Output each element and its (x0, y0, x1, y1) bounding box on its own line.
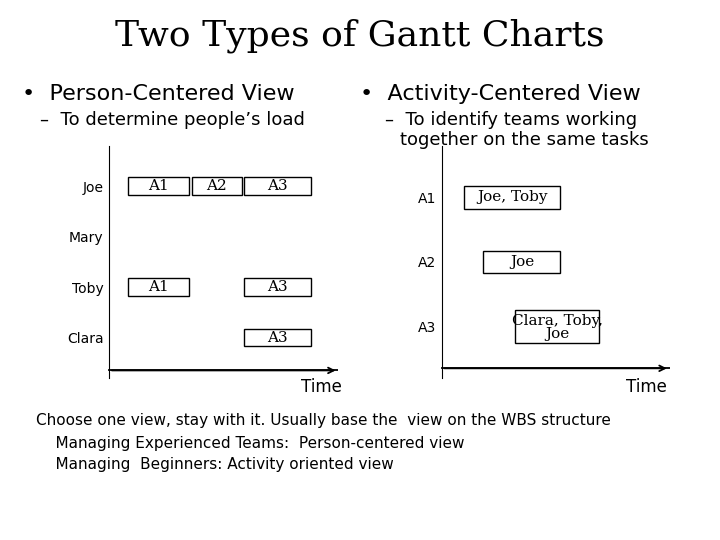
Text: together on the same tasks: together on the same tasks (400, 131, 648, 149)
Text: Managing Experienced Teams:  Person-centered view: Managing Experienced Teams: Person-cente… (36, 436, 464, 451)
FancyBboxPatch shape (245, 329, 311, 347)
Text: Two Types of Gantt Charts: Two Types of Gantt Charts (115, 19, 605, 53)
Text: Choose one view, stay with it. Usually base the  view on the WBS structure: Choose one view, stay with it. Usually b… (36, 413, 611, 428)
Text: Time: Time (626, 378, 667, 396)
FancyBboxPatch shape (245, 177, 311, 195)
Text: Time: Time (302, 378, 342, 396)
Text: Clara, Toby,: Clara, Toby, (512, 314, 603, 328)
Text: •  Activity-Centered View: • Activity-Centered View (360, 84, 641, 104)
Text: •  Person-Centered View: • Person-Centered View (22, 84, 294, 104)
Text: A3: A3 (267, 280, 288, 294)
Text: –  To identify teams working: – To identify teams working (385, 111, 637, 129)
Text: A1: A1 (148, 179, 169, 193)
Text: A3: A3 (267, 179, 288, 193)
Text: A3: A3 (267, 330, 288, 345)
FancyBboxPatch shape (464, 186, 560, 208)
FancyBboxPatch shape (128, 278, 189, 296)
Text: Joe: Joe (545, 327, 570, 341)
Text: A1: A1 (148, 280, 169, 294)
FancyBboxPatch shape (483, 251, 560, 273)
Text: –  To determine people’s load: – To determine people’s load (40, 111, 305, 129)
Text: Managing  Beginners: Activity oriented view: Managing Beginners: Activity oriented vi… (36, 457, 394, 472)
Text: A2: A2 (207, 179, 228, 193)
FancyBboxPatch shape (516, 310, 599, 342)
FancyBboxPatch shape (192, 177, 242, 195)
Text: Joe, Toby: Joe, Toby (477, 191, 547, 205)
Text: Joe: Joe (510, 255, 534, 269)
FancyBboxPatch shape (245, 278, 311, 296)
FancyBboxPatch shape (128, 177, 189, 195)
